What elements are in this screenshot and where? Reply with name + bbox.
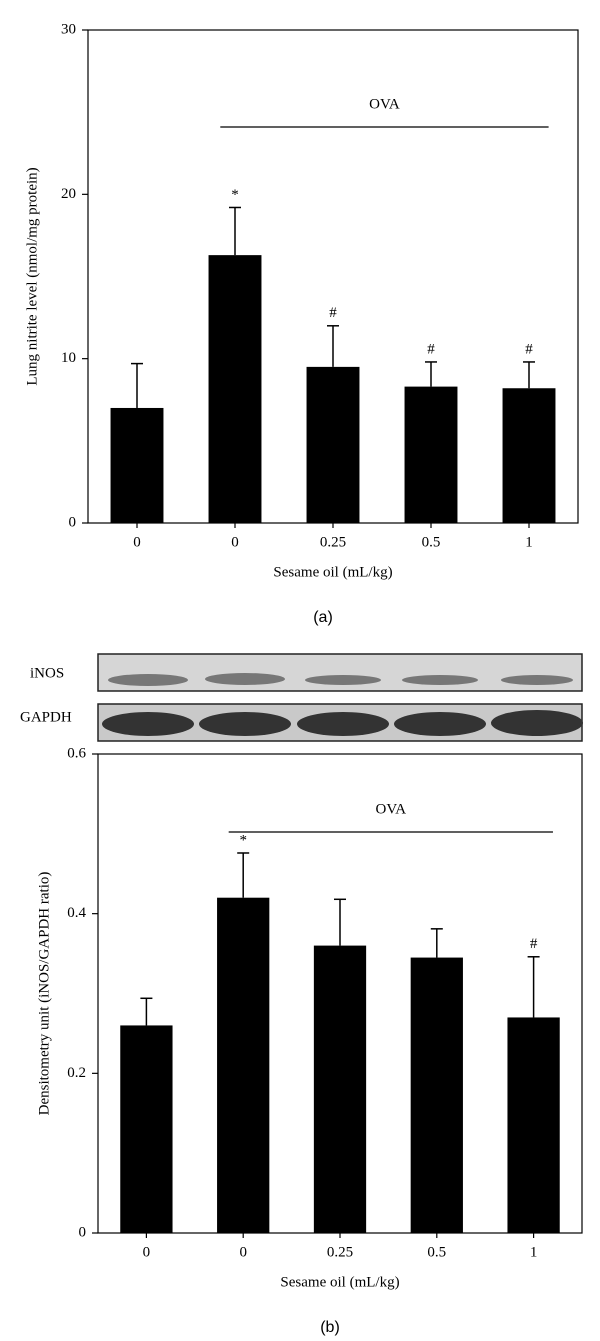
significance-mark: * (239, 832, 247, 848)
x-tick-label: 0.25 (327, 1244, 353, 1260)
bar (502, 388, 556, 523)
significance-mark: # (530, 936, 538, 952)
significance-mark: * (231, 187, 239, 203)
x-axis-label: Sesame oil (mL/kg) (273, 564, 392, 580)
y-tick-label: 0 (69, 514, 77, 530)
bar (217, 897, 270, 1233)
y-tick-label: 30 (61, 21, 76, 37)
x-tick-label: 0 (231, 534, 239, 550)
y-tick-label: 10 (61, 350, 76, 366)
y-tick-label: 0.6 (67, 745, 86, 761)
significance-mark: # (329, 305, 337, 321)
significance-mark: # (427, 341, 435, 357)
x-tick-label: 0.25 (320, 534, 346, 550)
y-axis-label: Densitometry unit (iNOS/GAPDH ratio) (36, 872, 52, 1116)
bar (404, 386, 458, 523)
bar (120, 1025, 173, 1233)
significance-mark: # (525, 341, 533, 357)
group-label: OVA (376, 801, 407, 817)
blot-label: GAPDH (20, 709, 72, 725)
y-tick-label: 20 (61, 186, 76, 202)
caption: (b) (320, 1319, 340, 1336)
x-tick-label: 0.5 (422, 534, 441, 550)
bar (208, 255, 262, 524)
x-axis-label: Sesame oil (mL/kg) (280, 1274, 399, 1290)
x-tick-label: 1 (525, 534, 533, 550)
y-axis-label: Lung nitrite level (nmol/mg protein) (24, 167, 40, 385)
x-tick-label: 0 (143, 1244, 151, 1260)
blot-row (97, 653, 583, 692)
group-label: OVA (369, 96, 400, 112)
x-tick-label: 0 (133, 534, 141, 550)
y-tick-label: 0.2 (67, 1065, 86, 1081)
x-tick-label: 1 (530, 1244, 538, 1260)
bar (306, 366, 360, 523)
x-tick-label: 0.5 (427, 1244, 446, 1260)
bands (108, 673, 573, 686)
y-tick-label: 0.4 (67, 905, 86, 921)
y-tick-label: 0 (79, 1224, 87, 1240)
caption: (a) (313, 609, 333, 626)
blot-label: iNOS (30, 665, 64, 681)
bar (110, 407, 164, 523)
bar (507, 1017, 560, 1233)
x-tick-label: 0 (239, 1244, 247, 1260)
blot: iNOS GAPDH (20, 653, 583, 742)
bands (102, 710, 583, 736)
bar (410, 957, 463, 1233)
bar (313, 945, 367, 1233)
